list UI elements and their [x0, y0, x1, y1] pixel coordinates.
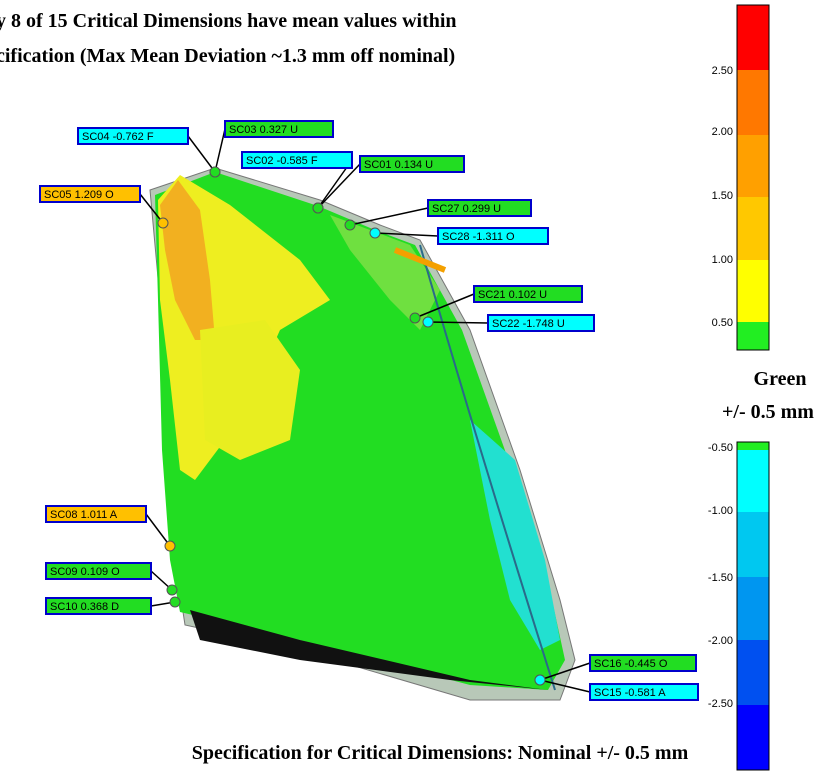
probe-point: [167, 585, 177, 595]
green-label: Green: [754, 368, 807, 390]
probe-point: [313, 203, 323, 213]
scale-tick-label: 2.50: [712, 65, 733, 77]
callout-label: SC08 1.011 A: [50, 509, 118, 521]
leader-line: [350, 208, 428, 225]
probe-point: [535, 675, 545, 685]
probe-point: [345, 220, 355, 230]
scale-tick-label: -1.50: [708, 572, 733, 584]
leader-line: [215, 129, 225, 172]
scale-tick-label: 1.50: [712, 190, 733, 202]
callout-label: SC28 -1.311 O: [442, 231, 515, 243]
title-line: y 8 of 15 Critical Dimensions have mean …: [0, 10, 457, 32]
callout-label: SC02 -0.585 F: [246, 155, 318, 167]
callout-label: SC10 0.368 D: [50, 601, 119, 613]
callout-label: SC22 -1.748 U: [492, 318, 565, 330]
green-range: +/- 0.5 mm: [722, 401, 814, 423]
part-model: [150, 168, 575, 700]
probe-point: [158, 218, 168, 228]
callout-label: SC27 0.299 U: [432, 203, 501, 215]
callout-label: SC01 0.134 U: [364, 159, 433, 171]
leader-line: [318, 164, 360, 208]
probe-point: [423, 317, 433, 327]
probe-point: [165, 541, 175, 551]
page: y 8 of 15 Critical Dimensions have mean …: [0, 0, 827, 775]
scale-tick-label: -1.00: [708, 505, 733, 517]
scale-tick-label: -2.50: [708, 698, 733, 710]
scale-tick-label: -2.00: [708, 635, 733, 647]
scale-tick-label: 0.50: [712, 317, 733, 329]
probe-point: [210, 167, 220, 177]
footer: Specification for Critical Dimensions: N…: [192, 742, 689, 764]
callout-label: SC16 -0.445 O: [594, 658, 668, 670]
probe-point: [170, 597, 180, 607]
leader-line: [146, 514, 170, 546]
callout-label: SC15 -0.581 A: [594, 687, 666, 699]
probe-point: [370, 228, 380, 238]
callout-label: SC04 -0.762 F: [82, 131, 154, 143]
probe-point: [410, 313, 420, 323]
scale-tick-label: 1.00: [712, 254, 733, 266]
leader-line: [188, 136, 215, 172]
callout-label: SC21 0.102 U: [478, 289, 547, 301]
callout-label: SC03 0.327 U: [229, 124, 298, 136]
scale-tick-label: 2.00: [712, 126, 733, 138]
scale-tick-label: -0.50: [708, 442, 733, 454]
scale-ticks: 2.50 2.00 1.50 1.00 0.50 -0.50 -1.00 -1.50 -2.00…: [708, 65, 733, 710]
title-line: cification (Max Mean Deviation ~1.3 mm o…: [0, 45, 455, 67]
callout-label: SC05 1.209 O: [44, 189, 114, 201]
callout-label: SC09 0.109 O: [50, 566, 120, 578]
leader-line: [428, 322, 488, 323]
